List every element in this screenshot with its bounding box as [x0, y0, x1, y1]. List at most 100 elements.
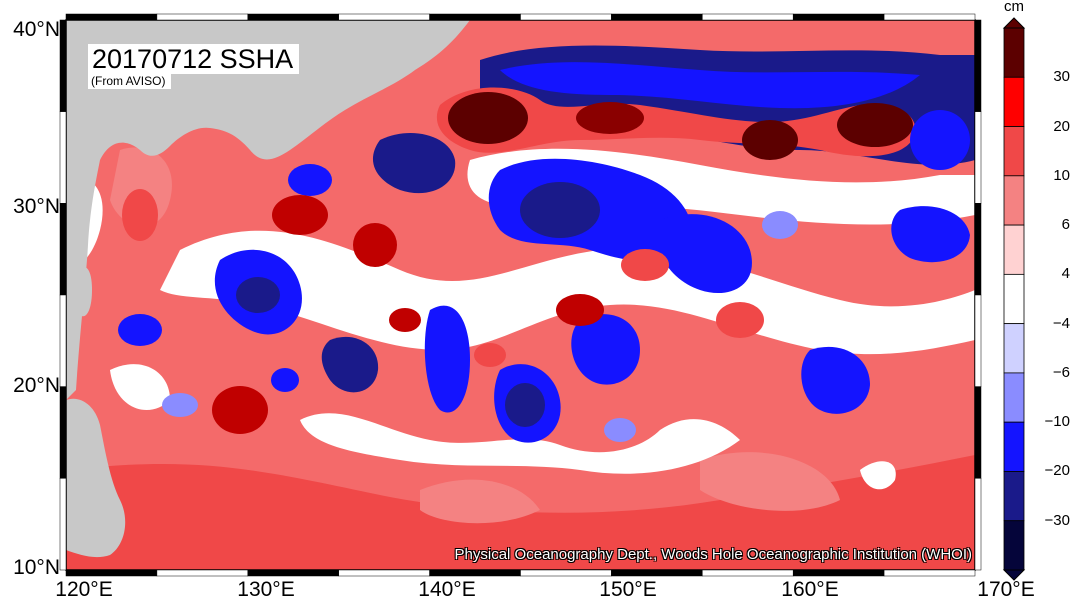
positive-anomaly-eddy: [389, 308, 421, 332]
frame-segment: [338, 569, 430, 577]
frame-segment: [59, 478, 67, 571]
light-anomaly-patch: [700, 452, 840, 511]
negative-anomaly-eddy: [118, 314, 162, 346]
colorbar-segment: [1003, 76, 1025, 127]
colorbar-segment: [1003, 224, 1025, 275]
lat-label-20n: 20°N: [13, 374, 60, 397]
positive-anomaly-eddy: [742, 120, 798, 160]
data-source-label: (From AVISO): [88, 74, 172, 89]
positive-anomaly-eddy: [122, 189, 158, 241]
colorbar-segment: [1003, 421, 1025, 472]
credit-label: Physical Oceanography Dept., Woods Hole …: [454, 546, 972, 563]
map-frame: [59, 13, 982, 577]
negative-anomaly-eddy: [424, 305, 470, 413]
colorbar-tick-label: 6: [1061, 216, 1070, 234]
positive-anomaly-eddy: [272, 195, 328, 235]
frame-segment: [974, 111, 982, 204]
near-zero-band: [300, 413, 740, 474]
frame-segment: [156, 13, 249, 21]
colorbar-bottom-cap: [1002, 569, 1026, 581]
colorbar-tick-label: −10: [1044, 413, 1070, 431]
frame-segment: [247, 13, 339, 21]
colorbar-segment: [1003, 273, 1025, 325]
positive-anomaly-eddy: [556, 294, 604, 326]
frame-segment: [611, 569, 703, 577]
frame-segment: [702, 569, 794, 577]
land-mass-asia: [66, 20, 470, 400]
frame-segment: [59, 386, 67, 479]
frame-segment: [702, 13, 794, 21]
positive-anomaly-eddy: [716, 302, 764, 338]
lon-label-170e: 170°E: [977, 578, 1035, 601]
frame-segment: [156, 569, 249, 577]
lon-label-130e: 130°E: [237, 578, 295, 601]
colorbar-segment: [1003, 372, 1025, 423]
lat-label-10n: 10°N: [13, 556, 60, 579]
frame-segment: [520, 569, 612, 577]
frame-segment: [792, 13, 885, 21]
negative-anomaly-region: [500, 62, 920, 109]
frame-segment: [974, 386, 982, 479]
map-plot-area: [66, 20, 975, 570]
negative-anomaly-eddy: [910, 110, 970, 170]
negative-anomaly-eddy: [520, 182, 600, 238]
colorbar-tick-label: −30: [1044, 511, 1070, 529]
frame-segment: [247, 569, 339, 577]
colorbar-segment: [1003, 27, 1025, 78]
negative-anomaly-eddy: [321, 336, 379, 393]
negative-anomaly-eddy: [762, 211, 798, 239]
colorbar-unit: cm: [1004, 0, 1024, 15]
colorbar-top-cap: [1002, 17, 1026, 29]
colorbar-segment: [1003, 520, 1025, 571]
negative-anomaly-eddy: [571, 314, 640, 385]
lat-label-40n: 40°N: [13, 18, 60, 41]
frame-segment: [338, 13, 430, 21]
frame-segment: [611, 13, 703, 21]
frame-segment: [429, 569, 521, 577]
positive-anomaly-eddy: [448, 92, 528, 144]
positive-anomaly-eddy: [837, 103, 913, 147]
frame-segment: [520, 13, 612, 21]
frame-segment: [974, 19, 982, 112]
colorbar-tick-label: 20: [1053, 117, 1070, 135]
land-mass-taiwan: [75, 266, 92, 317]
frame-segment: [59, 19, 67, 112]
frame-segment: [792, 569, 885, 577]
negative-anomaly-eddy: [891, 206, 970, 263]
colorbar-segment: [1003, 471, 1025, 522]
colorbar-segment: [1003, 323, 1025, 374]
colorbar-tick-label: 10: [1053, 166, 1070, 184]
frame-segment: [59, 111, 67, 204]
map-title: 20170712 SSHA: [88, 44, 300, 74]
colorbar: [1002, 17, 1026, 581]
negative-anomaly-eddy: [271, 368, 299, 392]
colorbar-tick-label: −6: [1052, 363, 1070, 381]
frame-segment: [429, 13, 521, 21]
frame-segment: [883, 569, 976, 577]
colorbar-tick-label: 30: [1053, 68, 1070, 86]
frame-graticule-border: [59, 13, 982, 577]
lon-label-160e: 160°E: [781, 578, 839, 601]
negative-anomaly-eddy: [372, 132, 456, 194]
lat-label-30n: 30°N: [13, 195, 60, 218]
frame-segment: [974, 203, 982, 296]
negative-anomaly-eddy: [604, 418, 636, 442]
land-mass-philippines: [66, 398, 126, 558]
lon-label-150e: 150°E: [599, 578, 657, 601]
negative-anomaly-eddy: [657, 214, 752, 294]
frame-segment: [65, 13, 158, 21]
frame-segment: [65, 569, 158, 577]
colorbar-segment: [1003, 126, 1025, 177]
frame-segment: [59, 294, 67, 387]
positive-anomaly-eddy: [621, 249, 669, 281]
positive-anomaly-eddy: [576, 102, 644, 134]
frame-segment: [883, 13, 976, 21]
frame-segment: [59, 203, 67, 296]
negative-anomaly-eddy: [288, 164, 332, 196]
lon-label-120e: 120°E: [55, 578, 113, 601]
frame-segment: [974, 294, 982, 387]
light-anomaly-patch: [420, 479, 540, 524]
negative-anomaly-eddy: [162, 393, 198, 417]
